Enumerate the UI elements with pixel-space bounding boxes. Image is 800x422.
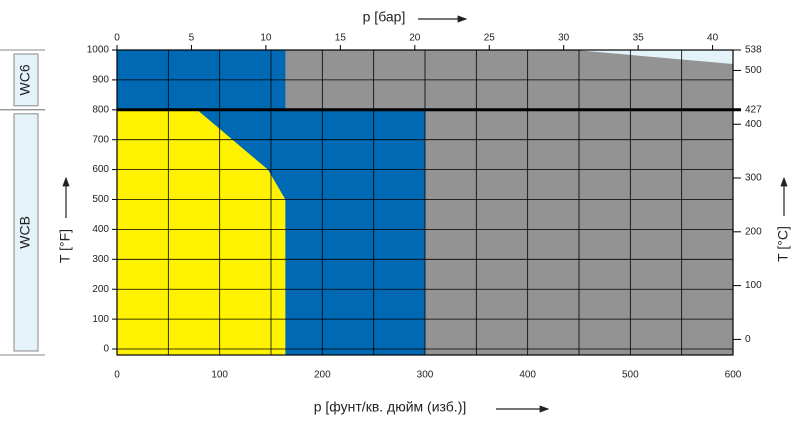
y-tick-label: 1000 — [87, 45, 110, 56]
y2-tick-label: 427 — [745, 104, 762, 115]
x-tick-label: 200 — [314, 370, 331, 381]
y2-tick-label: 500 — [745, 65, 762, 76]
x2-tick-label: 35 — [633, 33, 645, 44]
x-tick-label: 0 — [114, 370, 120, 381]
x-tick-label: 500 — [622, 370, 639, 381]
band-box — [13, 53, 39, 107]
x2-tick-label: 5 — [189, 33, 195, 44]
x2-tick-label: 30 — [558, 33, 570, 44]
x2-tick-label: 20 — [409, 33, 421, 44]
y2-tick-label: 538 — [745, 45, 762, 56]
y2-axis-title: T [°C] — [775, 226, 791, 262]
y-tick-label: 400 — [92, 224, 109, 235]
y-tick-label: 200 — [92, 284, 109, 295]
y2-tick-label: 400 — [745, 119, 762, 130]
y2-tick-label: 100 — [745, 280, 762, 291]
y-tick-label: 500 — [92, 194, 109, 205]
x2-tick-label: 0 — [114, 33, 120, 44]
y-tick-label: 100 — [92, 314, 109, 325]
x2-tick-label: 25 — [484, 33, 496, 44]
x2-tick-label: 10 — [260, 33, 272, 44]
y-tick-label: 700 — [92, 134, 109, 145]
y-tick-label: 800 — [92, 104, 109, 115]
band-box — [13, 113, 39, 352]
x-tick-label: 300 — [417, 370, 434, 381]
y-axis-title: T [°F] — [57, 229, 73, 263]
x-tick-label: 400 — [519, 370, 536, 381]
y2-tick-label: 200 — [745, 226, 762, 237]
y-tick-label: 900 — [92, 75, 109, 86]
band-label: WC6 — [17, 64, 33, 95]
y-tick-label: 0 — [103, 344, 109, 355]
x2-tick-label: 15 — [335, 33, 347, 44]
x-tick-label: 600 — [725, 370, 742, 381]
region — [117, 109, 286, 355]
region — [574, 50, 733, 65]
y2-tick-label: 0 — [745, 334, 751, 345]
x2-axis-title: p [бар] — [363, 9, 406, 25]
y-tick-label: 600 — [92, 164, 109, 175]
y-tick-label: 300 — [92, 254, 109, 265]
band-label: WCB — [17, 216, 33, 249]
x-tick-label: 100 — [211, 370, 228, 381]
plot-frame — [116, 49, 734, 356]
x2-tick-label: 40 — [707, 33, 719, 44]
y2-tick-label: 300 — [745, 173, 762, 184]
x-axis-title: p [фунт/кв. дюйм (изб.)] — [314, 399, 467, 415]
